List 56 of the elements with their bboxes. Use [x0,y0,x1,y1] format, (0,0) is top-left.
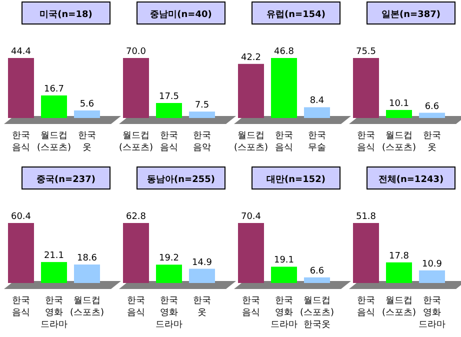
data-label: 62.8 [126,212,146,222]
x-tick-label: 한국 음식 [12,131,30,153]
x-tick-label: 한국 무술 [308,131,326,153]
x-tick-label: 한국 영화 드라마 [156,296,182,330]
x-tick-label: 한국 음식 [275,131,293,153]
data-label: 44.4 [10,47,32,57]
chart-title: 중국(n=237) [36,175,96,185]
chart-title: 일본(n=387) [382,10,440,20]
x-tick-label: 월드컵 (스포츠) [382,296,416,318]
data-label: 51.8 [356,212,376,222]
data-label: 10.1 [388,98,410,109]
data-label: 16.7 [44,84,64,94]
data-label: 19.2 [158,254,180,264]
chart-title: 동남아(n=255) [147,175,215,185]
data-label: 60.4 [10,212,32,222]
data-label: 7.5 [194,100,210,111]
data-label: 70.0 [126,47,146,57]
chart-title: 대만(n=152) [266,175,326,185]
x-tick-label: 한국 음식 [160,131,178,153]
data-label: 8.4 [310,96,324,106]
x-tick-label: 월드컵 (스포츠) [70,296,104,318]
data-label: 5.6 [80,99,94,110]
data-label: 19.1 [274,256,294,266]
x-tick-label: 월드컵 (스포츠) [36,131,72,153]
data-label: 17.8 [388,251,410,262]
data-label: 6.6 [310,266,324,276]
x-tick-label: 월드컵 (스포츠) [118,131,154,153]
data-label: 14.9 [192,258,212,268]
data-label: 75.5 [356,47,376,57]
x-tick-label: 한국 음식 [357,296,375,318]
x-tick-label: 한국 영화 드라마 [270,296,298,330]
x-tick-label: 한국 옷 [193,296,211,318]
x-tick-label: 월드컵 (스포츠) [234,131,268,153]
data-label: 46.8 [274,47,294,57]
chart-title: 미국(n=18) [40,10,92,20]
data-label: 18.6 [76,254,98,264]
x-tick-label: 한국 음식 [242,296,260,318]
chart-title: 중남미(n=40) [150,10,212,20]
x-tick-label: 한국 음악 [193,131,211,153]
x-tick-label: 한국 음식 [127,296,145,318]
x-tick-label: 한국 옷 [423,131,441,153]
data-label: 21.1 [44,251,64,262]
x-tick-label: 월드컵 (스포츠) [382,131,416,153]
x-tick-label: 한국 음식 [12,296,30,318]
chart-title: 전체(n=1243) [378,175,444,185]
chart-title: 유럽(n=154) [266,10,326,20]
x-tick-label: 한국 옷 [78,131,96,153]
data-label: 17.5 [158,92,180,102]
data-label: 10.9 [422,259,442,270]
data-label: 70.4 [240,212,262,222]
x-tick-label: 한국 영화 드라마 [40,296,68,330]
data-label: 6.6 [424,102,440,112]
x-tick-label: 한국 영화 드라마 [418,296,446,330]
x-tick-label: 월드컵 (스포츠) 한국옷 [300,296,334,330]
x-tick-label: 한국 음식 [357,131,375,153]
data-label: 42.2 [240,52,262,63]
